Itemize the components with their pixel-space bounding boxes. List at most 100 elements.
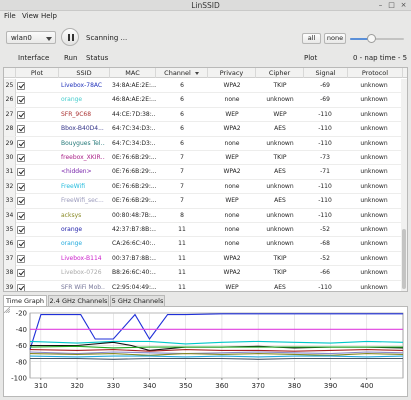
title-bar: LinSSID – □ × xyxy=(0,0,411,11)
table-row[interactable]: 36 orange CA:26:6C:40:... 11 none unknown -68 u… xyxy=(4,237,407,252)
signal-cell: -69 xyxy=(320,96,330,104)
plot-checkbox[interactable] xyxy=(17,269,25,278)
protocol-cell: unknown xyxy=(360,254,388,262)
series-line xyxy=(29,340,404,345)
run-label: Run xyxy=(64,54,78,62)
tab-2-4ghz-channels[interactable]: 2.4 GHz Channels xyxy=(48,295,109,306)
x-tick-label: 340 xyxy=(143,382,156,390)
col-header-mac[interactable]: MAC xyxy=(110,68,156,78)
protocol-cell: unknown xyxy=(360,226,388,233)
channel-cell: 11 xyxy=(178,240,186,248)
mac-cell: 64:7C:34:D3:... xyxy=(112,139,156,147)
series-line xyxy=(29,313,403,350)
ssid-cell: acksys xyxy=(61,211,82,219)
table-row[interactable]: 33 FreeWifi_sec... 0E:76:6B:29:... 7 WEP AES -… xyxy=(4,194,407,209)
status-text: Scanning ... xyxy=(86,34,128,42)
pause-icon xyxy=(68,34,70,41)
table-row[interactable]: 38 Livebox-0726 B8:26:6C:40:... 11 WPA2 TKIP -… xyxy=(4,266,407,281)
plot-checkbox[interactable] xyxy=(17,139,25,148)
signal-cell: -71 xyxy=(320,168,330,176)
table-row[interactable]: 26 orange 46:8A:AE:2E:... 6 none unknown -69 un… xyxy=(4,93,407,108)
table-row[interactable]: 37 Livebox-B114 00:37:B7:8B:... 11 WPA2 TKIP -… xyxy=(4,251,407,267)
table-row[interactable]: 25 Livebox-78AC 34:8A:AE:2E:... 6 WPA2 TKIP -6… xyxy=(4,79,407,94)
plot-checkbox[interactable] xyxy=(17,254,25,263)
plot-checkbox[interactable] xyxy=(17,96,25,105)
col-header-protocol[interactable]: Protocol xyxy=(348,68,403,78)
nap-time-slider[interactable] xyxy=(350,34,404,43)
table-scrollbar[interactable] xyxy=(401,79,407,291)
chevron-down-icon xyxy=(46,37,52,41)
plot-checkbox[interactable] xyxy=(17,226,25,234)
col-header-channel[interactable]: Channel xyxy=(156,68,208,78)
plot-checkbox[interactable] xyxy=(17,82,25,90)
plot-all-button[interactable]: all xyxy=(302,33,321,44)
table-row[interactable]: 29 Bouygues Tel... 64:7C:34:D3:... 6 none unk… xyxy=(4,136,407,151)
col-header-cipher[interactable]: Cipher xyxy=(256,68,304,78)
menu-help[interactable]: Help xyxy=(41,12,57,20)
mac-cell: C2:95:04:49:... xyxy=(112,283,156,291)
privacy-cell: WEP xyxy=(225,197,239,205)
menu-file[interactable]: File xyxy=(4,12,16,20)
mac-cell: 0E:76:6B:29:... xyxy=(112,168,156,176)
table-row[interactable]: 34 acksys 00:80:48:7B:... 8 none unknown -110 u… xyxy=(4,208,407,223)
plot-checkbox[interactable] xyxy=(17,182,25,191)
table-row[interactable]: 31 <hidden> 0E:76:6B:29:... 7 WPA2 AES -71 unkn… xyxy=(4,165,407,180)
mac-cell: 0E:76:6B:29:... xyxy=(112,197,156,205)
channel-cell: 7 xyxy=(180,168,184,176)
time-graph-svg: -20 -40 -60 -80 -100 310 320 330 340 350 360 370 380… xyxy=(11,310,404,390)
plot-checkbox[interactable] xyxy=(17,125,25,134)
protocol-cell: unknown xyxy=(360,168,388,176)
table-row[interactable]: 28 Bbox-B40D4... 64:7C:34:D3:... 6 WPA2 AES -1… xyxy=(4,122,407,137)
plot-checkbox[interactable] xyxy=(17,240,25,249)
plot-checkbox[interactable] xyxy=(17,283,25,291)
table-row[interactable]: 35 orange 42:37:B7:8B:... 11 none unknown -52 u… xyxy=(4,223,407,238)
signal-cell: -68 xyxy=(320,240,330,248)
privacy-cell: WPA2 xyxy=(223,168,241,176)
protocol-cell: unknown xyxy=(360,211,388,219)
plot-none-button[interactable]: none xyxy=(324,33,346,44)
cipher-cell: AES xyxy=(274,168,286,176)
channel-cell: 11 xyxy=(178,226,186,233)
plot-checkbox[interactable] xyxy=(17,154,25,162)
col-header-signal[interactable]: Signal xyxy=(304,68,348,78)
channel-cell: 6 xyxy=(180,125,184,133)
col-header-ssid[interactable]: SSID xyxy=(59,68,110,78)
resize-grip-icon[interactable] xyxy=(4,307,10,313)
minimize-icon[interactable]: – xyxy=(378,1,383,9)
interface-label: Interface xyxy=(18,54,50,62)
col-header-channel-label: Channel xyxy=(164,69,191,77)
channel-cell: 6 xyxy=(180,96,184,104)
nap-slider-handle[interactable] xyxy=(367,34,377,43)
table-row[interactable]: 30 freebox_XKIR... 0E:76:6B:29:... 7 WEP TKIP… xyxy=(4,151,407,166)
x-tick-label: 330 xyxy=(107,382,120,390)
plot-checkbox[interactable] xyxy=(17,211,25,220)
x-tick-label: 310 xyxy=(34,382,47,390)
interface-select[interactable]: wlan0 xyxy=(6,31,56,44)
series-line xyxy=(29,349,404,352)
plot-checkbox[interactable] xyxy=(17,168,25,177)
x-tick-label: 360 xyxy=(215,382,228,390)
tab-time-graph[interactable]: Time Graph xyxy=(3,295,47,307)
scrollbar-thumb[interactable] xyxy=(402,229,406,289)
privacy-cell: none xyxy=(224,240,240,248)
protocol-cell: unknown xyxy=(360,125,388,133)
privacy-cell: none xyxy=(224,211,240,219)
col-header-privacy[interactable]: Privacy xyxy=(208,68,256,78)
tab-5ghz-channels[interactable]: 5 GHz Channels xyxy=(110,295,165,306)
table-row[interactable]: 27 SFR_9C68 44:CE:7D:38:... 6 WEP WEP -110 unkn… xyxy=(4,107,407,123)
channel-cell: 8 xyxy=(180,211,184,219)
plot-checkbox[interactable] xyxy=(17,110,25,119)
run-pause-button[interactable] xyxy=(61,28,79,46)
close-icon[interactable]: × xyxy=(400,1,407,9)
menu-view[interactable]: View xyxy=(22,12,39,20)
privacy-cell: WPA2 xyxy=(223,125,241,133)
maximize-icon[interactable]: □ xyxy=(388,1,395,9)
table-row[interactable]: 39 SFR WiFi Mob... C2:95:04:49:... 11 WEP AES… xyxy=(4,280,407,291)
row-number: 39 xyxy=(4,280,16,291)
y-tick-label: -20 xyxy=(16,310,27,318)
signal-cell: -110 xyxy=(318,211,332,219)
plot-checkbox[interactable] xyxy=(17,197,25,206)
table-row[interactable]: 32 FreeWifi 0E:76:6B:29:... 7 none unknown -11… xyxy=(4,179,407,195)
y-tick-label: -60 xyxy=(16,342,27,350)
col-header-plot[interactable]: Plot xyxy=(16,68,59,78)
